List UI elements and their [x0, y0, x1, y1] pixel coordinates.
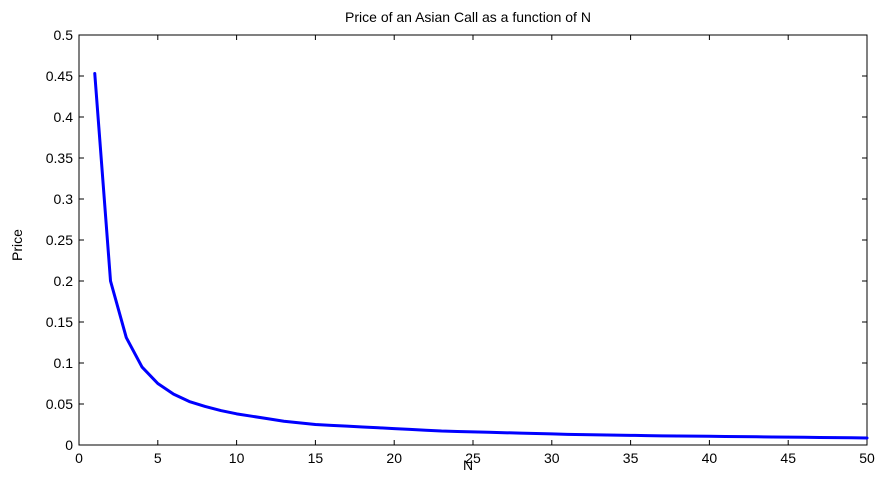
data-point — [266, 417, 270, 420]
y-tick-label: 0.25 — [46, 232, 73, 248]
data-point — [629, 434, 632, 437]
data-point — [487, 431, 490, 434]
data-point — [456, 430, 459, 433]
x-tick-label: 10 — [229, 450, 245, 466]
x-tick-label: 45 — [780, 450, 796, 466]
x-tick-label: 35 — [623, 450, 639, 466]
data-point — [692, 434, 695, 438]
data-point — [329, 424, 333, 427]
data-point — [660, 434, 664, 438]
data-point — [140, 365, 144, 369]
data-point — [345, 424, 349, 428]
data-point — [519, 431, 522, 435]
data-point — [109, 279, 112, 283]
y-tick-label: 0.35 — [46, 150, 73, 166]
data-point — [408, 428, 412, 431]
data-point — [818, 436, 821, 439]
data-point — [298, 421, 301, 425]
data-point — [787, 435, 790, 439]
data-point — [503, 431, 506, 434]
data-point — [613, 433, 617, 437]
data-point — [471, 430, 475, 434]
x-tick-label: 20 — [386, 450, 402, 466]
data-point — [188, 400, 191, 403]
data-point — [393, 427, 396, 430]
data-point — [645, 434, 648, 437]
data-point — [424, 429, 427, 432]
data-point — [172, 392, 175, 396]
data-point — [802, 436, 806, 439]
y-tick-label: 0.1 — [54, 355, 74, 371]
data-point — [361, 425, 364, 429]
x-tick-label: 15 — [308, 450, 324, 466]
data-point — [219, 409, 223, 412]
y-tick-label: 0.2 — [54, 273, 74, 289]
data-point — [755, 435, 758, 438]
data-point — [125, 336, 128, 339]
data-point — [93, 72, 96, 75]
data-point — [566, 433, 569, 436]
price-series-line — [93, 72, 869, 440]
data-point — [834, 436, 837, 439]
data-point — [865, 436, 869, 440]
y-tick-label: 0.05 — [46, 396, 73, 412]
data-point — [440, 429, 443, 433]
y-tick-label: 0.15 — [46, 314, 73, 330]
x-axis-label: N — [463, 457, 473, 473]
x-tick-label: 25 — [465, 450, 481, 466]
data-point — [314, 423, 317, 426]
data-point — [282, 420, 286, 423]
data-point — [723, 435, 727, 438]
x-tick-label: 40 — [702, 450, 718, 466]
y-axis-label: Price — [9, 229, 25, 261]
x-tick-label: 50 — [859, 450, 875, 466]
data-point — [582, 433, 585, 436]
data-point — [235, 412, 238, 416]
data-point — [377, 426, 380, 429]
data-point — [850, 436, 853, 439]
data-point — [251, 415, 254, 418]
y-tick-label: 0.3 — [54, 191, 74, 207]
data-point — [708, 435, 711, 438]
data-point — [771, 435, 774, 439]
y-tick-label: 0.5 — [54, 27, 74, 43]
data-point — [203, 405, 207, 408]
data-point — [597, 433, 601, 437]
chart-title: Price of an Asian Call as a function of … — [345, 9, 591, 25]
data-point — [739, 435, 743, 438]
plot-area: 0 5 10 15 20 25 30 35 40 45 50 0 0.05 0.1 0.15 0.2 0.25 0… — [46, 27, 875, 466]
plot-frame — [78, 34, 868, 446]
data-point — [156, 382, 159, 385]
data-point — [534, 432, 538, 435]
x-tick-label: 30 — [544, 450, 560, 466]
y-tick-label: 0.45 — [46, 68, 73, 84]
data-point — [676, 434, 680, 438]
y-tick-label: 0.4 — [54, 109, 74, 125]
x-tick-label: 5 — [154, 450, 162, 466]
x-tick-label: 0 — [75, 450, 83, 466]
y-tick-label: 0 — [65, 437, 73, 453]
data-point — [550, 432, 553, 436]
